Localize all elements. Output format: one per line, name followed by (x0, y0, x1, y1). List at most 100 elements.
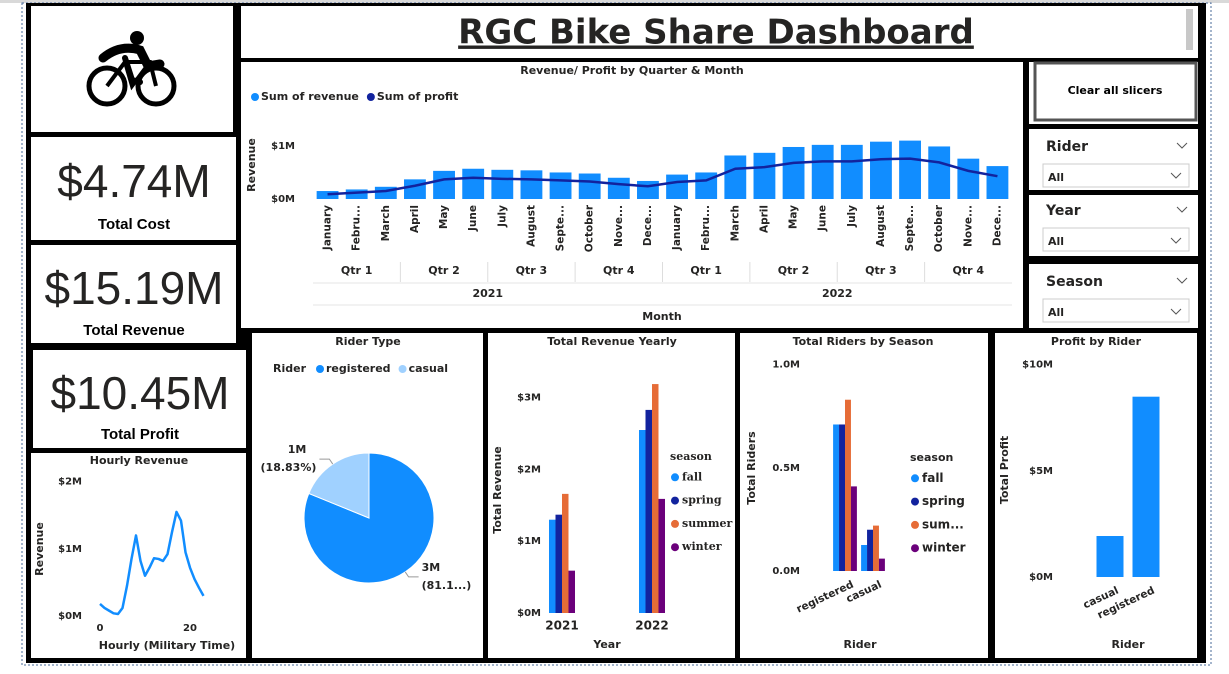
bar (645, 409, 652, 613)
chart-title: Rider Type (335, 335, 401, 348)
chart-panel (740, 333, 988, 658)
bar (845, 399, 851, 571)
x-tick-label: May (788, 205, 800, 229)
x-tick-label: August (875, 205, 887, 247)
slicer-value[interactable]: All (1048, 306, 1064, 319)
top-strip (0, 0, 1229, 3)
clear-button[interactable]: Clear all slicers (1033, 61, 1198, 122)
dropdown[interactable] (1042, 227, 1190, 252)
quarter-label: Qtr 2 (778, 264, 810, 277)
x-tick-label: June (817, 205, 829, 232)
y-tick-label: $0M (271, 194, 295, 205)
x-tick-label: October (933, 204, 945, 252)
slicer-value[interactable]: All (1048, 235, 1064, 248)
x-tick-label: Nove... (613, 205, 625, 247)
bar (870, 141, 892, 199)
button-label[interactable]: Clear all slicers (1068, 84, 1163, 97)
x-tick-label: Dece... (991, 205, 1003, 246)
chart-title: Total Riders by Season (793, 335, 934, 348)
slicer[interactable]: Rider All (1042, 139, 1190, 188)
y-tick-label: $2M (58, 477, 82, 488)
slicer-value[interactable]: All (1048, 171, 1064, 184)
dropdown[interactable] (1042, 298, 1190, 323)
bar (839, 424, 845, 571)
chevron[interactable] (1176, 142, 1188, 149)
slicer[interactable]: Season All (1042, 274, 1190, 323)
legend-label: summer (682, 517, 732, 530)
bar (433, 170, 455, 199)
leader-line (319, 458, 334, 465)
x-tick-label: March (380, 205, 392, 241)
chevron[interactable] (1176, 206, 1188, 213)
legend-label: sum... (922, 517, 964, 531)
legend-marker (911, 497, 919, 506)
dashboard-title: RGC Bike Share Dashboard (458, 13, 974, 53)
bar (928, 146, 951, 199)
x-tick-label: May (438, 205, 450, 229)
slicer-title: Rider (1046, 139, 1088, 155)
bar (666, 174, 688, 199)
frame (21, 2, 1212, 666)
kpi-value: $15.19M (44, 262, 223, 314)
quarter-label: Qtr 4 (953, 264, 985, 277)
bar (316, 191, 339, 199)
y-axis-title: Revenue (245, 138, 258, 192)
x-tick-label: March (729, 205, 741, 241)
legend-title: season (670, 450, 712, 463)
quarter-label: Qtr 1 (341, 264, 373, 277)
y-tick-label: $10M (1022, 360, 1053, 371)
separator (1029, 124, 1198, 129)
year-label: 2022 (822, 287, 853, 300)
x-tick-label: 2022 (635, 619, 668, 633)
x-tick-label: 2021 (545, 619, 578, 633)
data-label: (18.83%) (261, 461, 317, 474)
chart-title: Hourly Revenue (90, 454, 188, 467)
bar (878, 558, 885, 571)
legend-marker (911, 520, 919, 529)
legend-label: fall (682, 470, 702, 483)
y-tick-label: 1.0M (772, 360, 800, 371)
x-tick-label: April (758, 205, 770, 233)
dropdown[interactable] (1042, 163, 1190, 188)
chart-title: Profit by Rider (1051, 335, 1142, 348)
bar (658, 498, 665, 613)
bar (724, 155, 747, 199)
bar (1096, 536, 1124, 577)
bar (462, 168, 485, 199)
x-axis-title: Year (592, 638, 621, 651)
year-label: 2021 (472, 287, 503, 300)
legend-marker (911, 544, 919, 553)
kpi-label: Total Revenue (83, 322, 184, 339)
bar (555, 514, 562, 613)
kpi-value: $10.45M (50, 367, 229, 419)
button-frame[interactable] (1033, 61, 1198, 122)
y-axis-title: Total Riders (745, 431, 758, 505)
slicer[interactable]: Year All (1042, 203, 1190, 252)
chevron[interactable] (1170, 308, 1182, 315)
bar (562, 493, 569, 613)
separator (1029, 190, 1198, 195)
quarter-label: Qtr 3 (865, 264, 897, 277)
bar (867, 529, 873, 571)
bar (578, 173, 601, 199)
legend-marker (398, 365, 407, 373)
chevron[interactable] (1176, 277, 1188, 284)
x-tick-label: August (525, 205, 537, 247)
chevron[interactable] (1170, 237, 1182, 244)
y-tick-label: $0M (1029, 572, 1053, 583)
bar (811, 144, 834, 199)
legend-label: casual (409, 362, 449, 375)
bar (986, 166, 1009, 199)
bar (957, 158, 980, 199)
x-axis-title: Hourly (Military Time) (99, 639, 235, 652)
chevron[interactable] (1170, 172, 1182, 179)
data-label: (81.1...) (422, 579, 472, 592)
legend-label: registered (326, 362, 391, 375)
kpi-value: $4.74M (57, 155, 210, 207)
x-tick-label: July (846, 205, 858, 228)
data-label: 3M (422, 561, 441, 574)
kpi-panel (31, 245, 236, 343)
quarter-label: Qtr 3 (516, 264, 548, 277)
quarter-label: Qtr 1 (690, 264, 722, 277)
quarter-label: Qtr 4 (603, 264, 635, 277)
